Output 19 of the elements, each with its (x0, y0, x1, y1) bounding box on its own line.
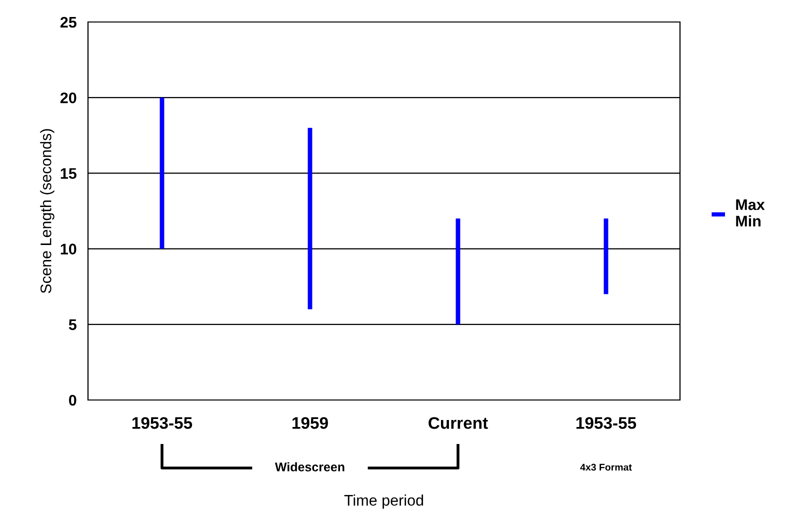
bar (308, 128, 312, 310)
y-axis-title: Scene Length (seconds) (40, 129, 54, 294)
x-axis-title: Time period (344, 494, 424, 509)
y-tick-label: 15 (60, 168, 76, 179)
y-tick-label: 5 (68, 319, 76, 330)
text: 4x3 Format (580, 464, 632, 471)
legend-label: Max Min (736, 199, 765, 226)
x-tick-label: 1959 (292, 417, 328, 429)
bar (604, 218, 608, 294)
y-tick-label: 10 (60, 244, 76, 254)
y-tick-label: 25 (60, 16, 76, 28)
x-tick-label: 1953-55 (576, 417, 636, 429)
y-tick-label: 20 (60, 92, 76, 104)
text: Widescreen (274, 462, 344, 472)
x-tick-label: 1953-55 (132, 417, 192, 429)
bar (456, 218, 460, 324)
bar (160, 98, 164, 249)
y-tick-label: 0 (68, 394, 76, 406)
x-tick-label: Current (428, 417, 488, 429)
